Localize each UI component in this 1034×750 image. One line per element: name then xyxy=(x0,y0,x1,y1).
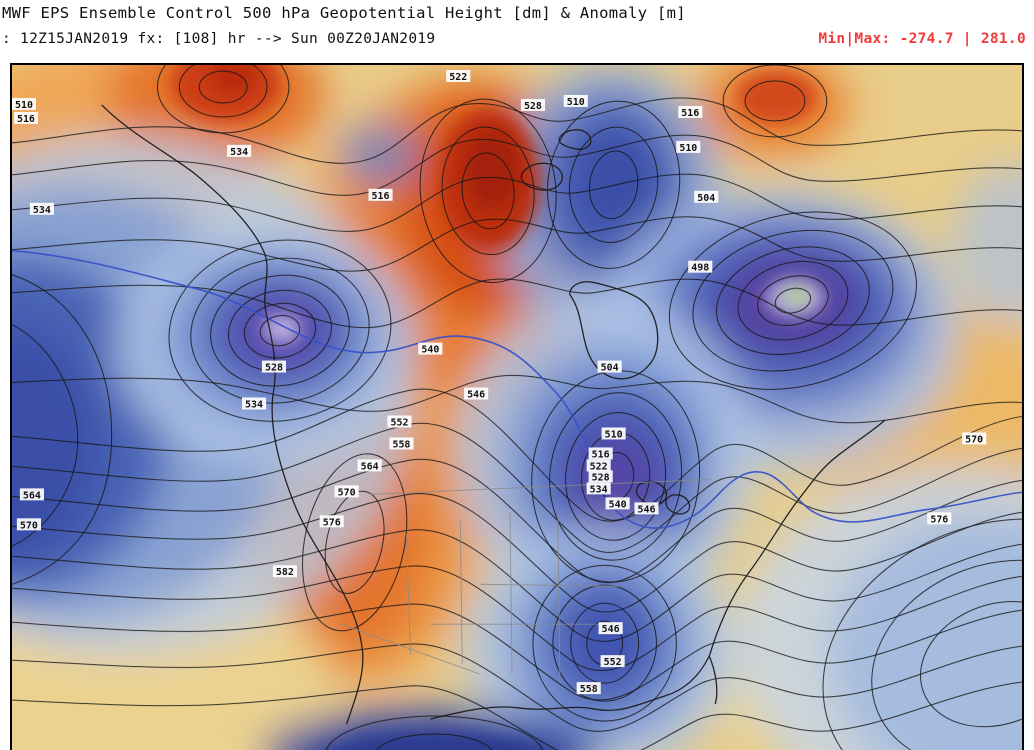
contour-label-box xyxy=(272,565,297,578)
init-valid-line: : 12Z15JAN2019 fx: [108] hr --> Sun 00Z2… xyxy=(2,31,436,47)
contour-label-box xyxy=(446,69,471,82)
contour-label: 570 xyxy=(965,434,983,445)
contour-label: 552 xyxy=(604,657,622,668)
chart-title: MWF EPS Ensemble Control 500 hPa Geopote… xyxy=(2,4,686,22)
contour-label-box xyxy=(387,415,412,428)
contour-label: 504 xyxy=(697,193,715,204)
contour-label-box xyxy=(13,111,38,124)
contour-label-box xyxy=(389,437,414,450)
arctic-islands-outline xyxy=(520,129,592,191)
contour-label-box xyxy=(368,188,393,201)
contour-label-box xyxy=(605,497,630,510)
contour-label: 546 xyxy=(637,504,655,515)
contour-label-box xyxy=(588,447,613,460)
contour-label: 558 xyxy=(392,439,410,450)
contour-label-box xyxy=(520,98,545,111)
contour-label: 528 xyxy=(592,472,610,483)
contour-label: 516 xyxy=(372,191,390,202)
contour-label: 576 xyxy=(930,514,948,525)
contour-label: 528 xyxy=(524,101,542,112)
contour-label: 510 xyxy=(679,143,697,154)
contour-label-box xyxy=(962,432,987,445)
contour-label: 528 xyxy=(265,363,283,374)
map-canvas: 5105165345645705225285345165105285345405… xyxy=(12,65,1022,750)
contour-label-box xyxy=(597,360,622,373)
contour-label-box xyxy=(694,190,719,203)
contour-label-box xyxy=(688,260,713,273)
contour-label-box xyxy=(29,202,54,215)
contour-label: 534 xyxy=(33,205,51,216)
geography xyxy=(101,104,885,725)
contour-label-box xyxy=(334,485,359,498)
contour-label-box xyxy=(586,459,611,472)
contour-label: 570 xyxy=(20,520,38,531)
contour-label-box xyxy=(576,682,601,695)
minmax-label: Min|Max: -274.7 | 281.0 xyxy=(818,31,1026,47)
contour-label-box xyxy=(357,459,382,472)
contour-label: 546 xyxy=(602,624,620,635)
contour-label: 516 xyxy=(17,114,35,125)
gulf-atlantic-coastline xyxy=(430,419,885,720)
contour-label-box xyxy=(678,105,703,118)
contour-label-box xyxy=(227,144,252,157)
contour-label: 582 xyxy=(276,567,294,578)
contour-label: 510 xyxy=(15,100,33,111)
contour-label: 510 xyxy=(605,429,623,440)
contour-label-box xyxy=(598,622,623,635)
anomaly-field xyxy=(12,65,1022,750)
contour-label-box xyxy=(600,655,625,668)
hudson-bay-outline xyxy=(569,281,659,380)
contour-label: 522 xyxy=(590,461,608,472)
contour-label-box xyxy=(563,94,588,107)
contour-label: 570 xyxy=(338,487,356,498)
contour-label: 564 xyxy=(361,461,379,472)
contour-label: 576 xyxy=(323,517,341,528)
contour-label: 516 xyxy=(681,108,699,119)
weather-map: 510 516 534 564 570 522 528 534 516 510 528 534 540 5… xyxy=(10,63,1024,750)
contour-label: 510 xyxy=(567,97,585,108)
chart-header: MWF EPS Ensemble Control 500 hPa Geopote… xyxy=(0,0,1034,63)
contour-label-box xyxy=(601,427,626,440)
contour-label: 534 xyxy=(245,399,263,410)
contour-label-box xyxy=(19,488,44,501)
contour-label-box xyxy=(676,140,701,153)
contour-label-box xyxy=(586,482,611,495)
contour-label: 516 xyxy=(592,449,610,460)
contour-label: 498 xyxy=(691,263,709,274)
contour-label-box xyxy=(588,470,613,483)
contour-label: 534 xyxy=(590,484,608,495)
contour-label: 522 xyxy=(449,72,467,83)
contour-label: 552 xyxy=(390,417,408,428)
contour-label: 558 xyxy=(580,684,598,695)
contour-label: 534 xyxy=(230,147,248,158)
contour-labels-layer: 5105165345645705225285345165105285345405… xyxy=(12,69,987,695)
contour-label-box xyxy=(241,397,267,410)
contour-label-box xyxy=(634,502,659,515)
contour-label: 546 xyxy=(467,390,485,401)
contour-label: 504 xyxy=(601,363,619,374)
contour-label: 540 xyxy=(609,499,627,510)
contour-label-box xyxy=(927,512,952,525)
contour-label-box xyxy=(12,97,37,110)
contour-label-box xyxy=(319,515,344,528)
contour-label-box xyxy=(418,342,443,355)
pacific-coastline xyxy=(101,104,364,725)
height-contours xyxy=(12,65,1022,750)
state-borders xyxy=(340,478,710,680)
contour-label-box xyxy=(464,387,489,400)
contour-label-box xyxy=(16,518,41,531)
contour-label: 564 xyxy=(23,490,41,501)
contour-label-box xyxy=(261,360,287,373)
contour-label: 540 xyxy=(421,345,439,356)
